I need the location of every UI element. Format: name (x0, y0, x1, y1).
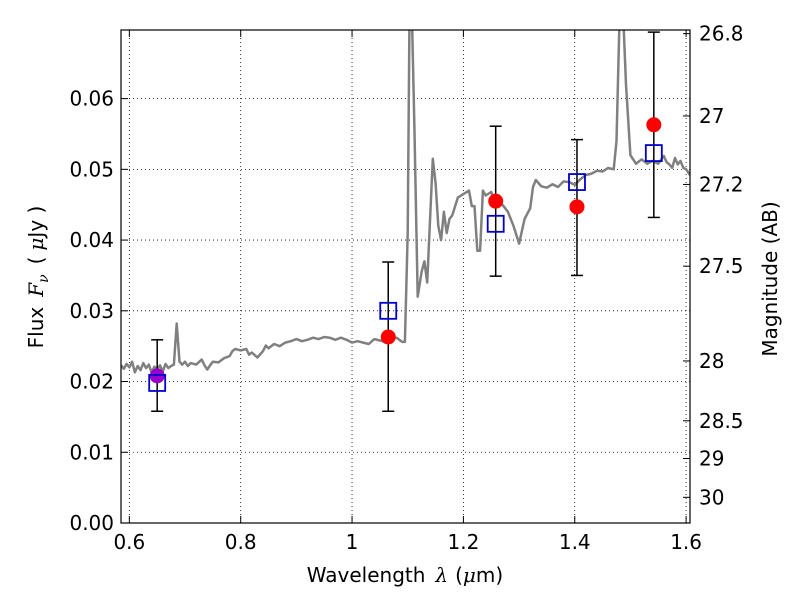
model-photometry-square (379, 301, 398, 320)
right-tick-label: 27.2 (699, 172, 744, 196)
right-tick-label: 30 (699, 485, 724, 509)
model-spectrum-path (121, 30, 690, 374)
observed-point (149, 368, 165, 384)
x-tick-label: 1.4 (559, 530, 591, 554)
y-tick-label: 0.04 (69, 228, 114, 252)
right-tick-label: 27 (699, 104, 724, 128)
right-tick-label: 28.5 (699, 409, 744, 433)
x-axis-ticks: 0.6 0.8 1 1.2 1.4 1.6 (113, 30, 702, 554)
right-tick-label: 29 (699, 446, 724, 470)
y-axis-label: Flux Fν ( μJy ) (24, 206, 52, 349)
y-label-paren: ( (24, 257, 48, 265)
x-axis-label: Wavelength λ (μm) (307, 563, 503, 587)
y-tick-label: 0.05 (69, 157, 114, 181)
y-tick-label: 0.03 (69, 299, 114, 323)
y-label-unit: Jy ) (24, 206, 48, 240)
x-tick-label: 0.8 (225, 530, 257, 554)
y-label-word: Flux (24, 307, 48, 349)
right-tick-label: 28 (699, 349, 724, 373)
model-spectrum-line (121, 30, 690, 374)
observed-point (488, 193, 504, 209)
y-label-nu: ν (36, 274, 52, 283)
x-tick-label: 1 (346, 530, 359, 554)
model-photometry-square (568, 173, 586, 191)
observed-points (149, 117, 662, 384)
y-axis-ticks: 0.00 0.01 0.02 0.03 0.04 0.05 0.06 (69, 87, 128, 535)
right-axis-ticks: 26.8 27 27.2 27.5 28 28.5 29 30 (683, 22, 744, 509)
observed-point (380, 329, 396, 345)
observed-point (646, 117, 662, 133)
model-photometry-square (644, 144, 663, 162)
x-label-mu: μ (463, 563, 476, 587)
y-label-mu: μ (24, 238, 48, 251)
right-tick-label: 27.5 (699, 254, 744, 278)
x-label-unit: m) (476, 563, 503, 587)
y-label-f: F (24, 282, 48, 298)
right-axis-label: Magnitude (AB) (758, 201, 782, 356)
y-tick-label: 0.01 (69, 440, 114, 464)
x-label-lambda: λ (434, 563, 448, 587)
x-tick-label: 1.2 (447, 530, 479, 554)
x-tick-label: 0.6 (113, 530, 145, 554)
x-label-paren: ( (455, 563, 463, 587)
model-photometry-square (486, 214, 505, 233)
x-tick-label: 1.6 (670, 530, 702, 554)
y-tick-label: 0.00 (69, 511, 114, 535)
model-photometry-points (148, 144, 663, 392)
observed-point (569, 199, 585, 215)
y-tick-label: 0.02 (69, 370, 114, 394)
y-tick-label: 0.06 (69, 87, 114, 111)
model-photometry-square (148, 374, 167, 392)
plot-frame (120, 29, 691, 524)
right-tick-label: 26.8 (699, 22, 744, 46)
x-label-word: Wavelength (307, 563, 426, 587)
